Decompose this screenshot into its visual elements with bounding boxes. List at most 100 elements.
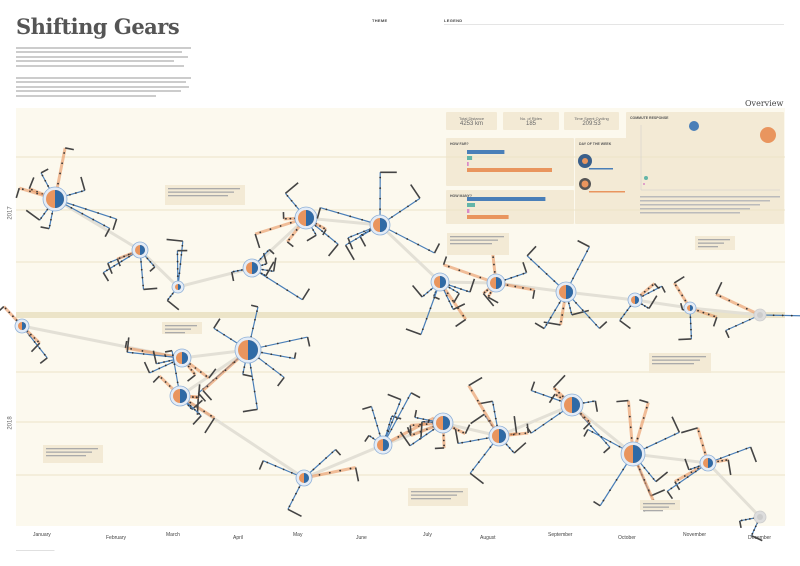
elevation-bar bbox=[387, 393, 402, 401]
hub-pie-commute bbox=[22, 322, 26, 330]
elevation-bar bbox=[265, 261, 275, 277]
elevation-bar bbox=[152, 350, 158, 364]
month-hub bbox=[715, 281, 800, 339]
month-label: May bbox=[293, 532, 303, 538]
elevation-bar bbox=[452, 303, 466, 311]
elevation-bar bbox=[678, 338, 692, 341]
elevation-bar bbox=[347, 237, 354, 250]
hub-pie-commute bbox=[708, 458, 713, 468]
elevation-bar bbox=[653, 283, 660, 290]
elevation-bar bbox=[250, 304, 259, 308]
how-many-bar bbox=[467, 197, 546, 201]
elevation-bar bbox=[593, 500, 601, 507]
elevation-bar bbox=[513, 415, 518, 434]
elevation-bar bbox=[464, 424, 471, 434]
hub-pie-commute bbox=[690, 305, 693, 311]
elevation-bar bbox=[30, 342, 41, 353]
hub-pie bbox=[757, 514, 763, 520]
elevation-bar bbox=[116, 258, 121, 267]
stat-label: Total Distance bbox=[458, 116, 485, 121]
elevation-bar bbox=[301, 288, 311, 301]
elevation-bar bbox=[526, 245, 537, 257]
elevation-bar bbox=[513, 442, 527, 454]
legend-heading: LEGEND bbox=[444, 18, 463, 23]
month-hub bbox=[15, 147, 118, 238]
hub-pie-commute bbox=[182, 352, 188, 364]
annotation-box bbox=[43, 445, 103, 463]
hub-pie-commute bbox=[180, 389, 187, 403]
scatter-point-workout bbox=[760, 127, 776, 143]
month-hub bbox=[0, 305, 48, 365]
elevation-bar bbox=[482, 292, 495, 307]
elevation-bar bbox=[406, 426, 412, 436]
hub-pie-commute bbox=[566, 285, 573, 299]
how-many-bar bbox=[467, 215, 509, 219]
elevation-bar bbox=[364, 435, 370, 443]
month-label: March bbox=[166, 532, 180, 538]
footer-credit: ——————————— bbox=[16, 548, 55, 552]
elevation-bar bbox=[680, 302, 684, 311]
month-hub bbox=[526, 239, 608, 330]
how-far-bar bbox=[467, 156, 473, 160]
elevation-bar bbox=[583, 429, 589, 437]
scatter-point-commute bbox=[689, 121, 699, 131]
stat-time: Time Spent Cycling 209:53 bbox=[564, 112, 619, 130]
elevation-bar bbox=[487, 296, 499, 304]
elevation-bar bbox=[202, 389, 213, 401]
elevation-bar bbox=[532, 289, 536, 299]
hub-pie-commute bbox=[443, 416, 450, 430]
how-far-bar bbox=[467, 162, 469, 166]
intro-text bbox=[16, 44, 191, 99]
annotation-box bbox=[408, 488, 468, 506]
hub-pie-commute bbox=[499, 429, 506, 443]
elevation-bar bbox=[258, 460, 264, 470]
month-hub bbox=[666, 427, 757, 500]
stat-value: 4253 km bbox=[459, 121, 483, 127]
elevation-bar bbox=[751, 534, 763, 542]
elevation-bar bbox=[543, 321, 561, 326]
month-label: December bbox=[748, 535, 772, 541]
elevation-bar bbox=[362, 405, 372, 411]
elevation-bar bbox=[322, 229, 327, 236]
elevation-bar bbox=[166, 299, 180, 311]
month-hub bbox=[316, 171, 441, 261]
elevation-bar bbox=[287, 508, 302, 518]
hub-pie-commute bbox=[140, 245, 145, 255]
card-title: COMMUTE RESPONSE bbox=[630, 116, 669, 120]
annotation-box bbox=[640, 500, 680, 512]
month-hub bbox=[258, 448, 360, 518]
elevation-bar bbox=[164, 349, 173, 353]
elevation-bar bbox=[40, 168, 49, 174]
elevation-bar bbox=[470, 413, 485, 425]
month-hub bbox=[230, 248, 311, 301]
elevation-bar bbox=[0, 305, 5, 312]
elevation-bar bbox=[334, 448, 342, 456]
elevation-bar bbox=[598, 321, 608, 329]
hub-pie-commute bbox=[383, 439, 389, 451]
hub-pie-commute bbox=[633, 445, 642, 463]
elevation-bar bbox=[469, 278, 476, 293]
elevation-bar bbox=[405, 328, 422, 336]
elevation-bar bbox=[673, 275, 685, 284]
month-label: June bbox=[356, 535, 367, 541]
elevation-bar bbox=[15, 187, 21, 199]
month-hub bbox=[152, 349, 216, 434]
elevation-bar bbox=[192, 415, 202, 425]
how-far-bar bbox=[467, 168, 552, 172]
elevation-bar bbox=[671, 416, 681, 433]
elevation-bar bbox=[143, 361, 151, 374]
stat-value: 209:53 bbox=[582, 121, 601, 127]
overview-title: Overview bbox=[745, 99, 784, 108]
elevation-bar bbox=[603, 446, 611, 454]
elevation-bar bbox=[582, 422, 591, 430]
month-hub bbox=[102, 241, 158, 291]
month-hub bbox=[124, 337, 217, 382]
elevation-bar bbox=[327, 243, 339, 257]
elevation-bar bbox=[284, 182, 299, 195]
month-label: January bbox=[33, 532, 51, 538]
elevation-bar bbox=[522, 262, 528, 273]
hub-pie-commute bbox=[252, 262, 258, 274]
month-label: November bbox=[683, 532, 707, 538]
elevation-bar bbox=[594, 400, 599, 412]
elevation-bar bbox=[293, 352, 297, 359]
